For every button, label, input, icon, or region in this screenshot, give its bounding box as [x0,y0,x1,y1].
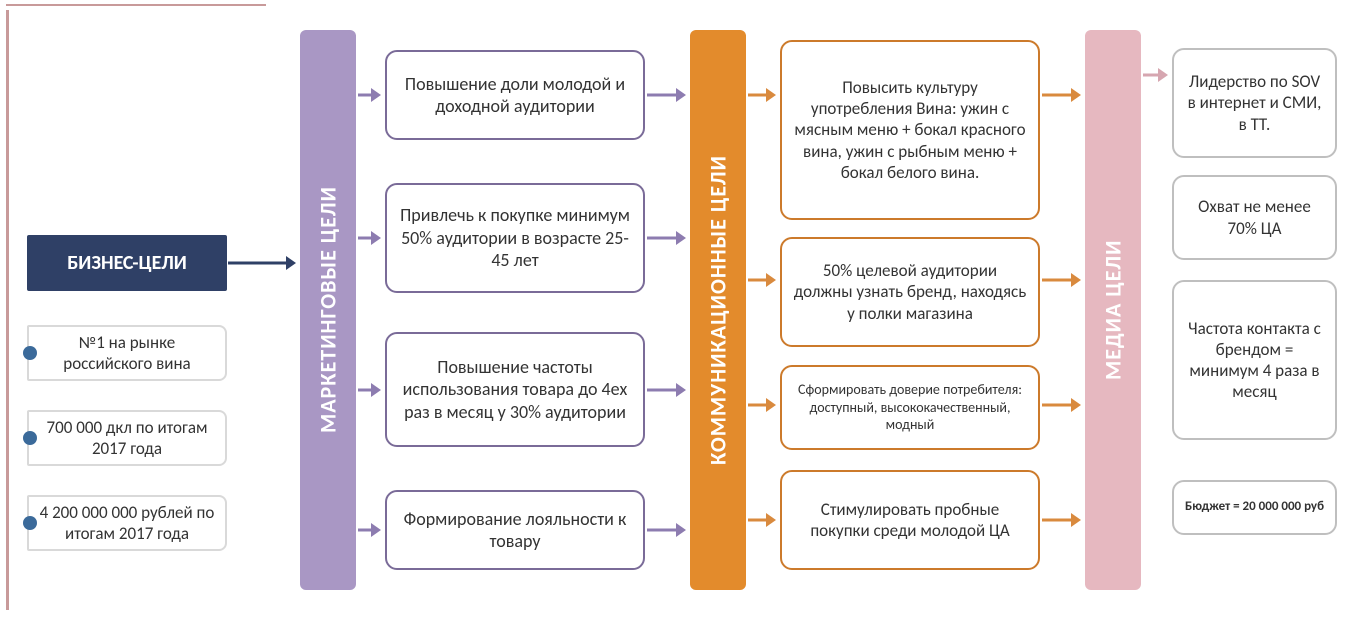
comm-box-2: Сформировать доверие потребителя: доступ… [780,365,1040,450]
pillar-marketing: МАРКЕТИНГОВЫЕ ЦЕЛИ [300,30,356,590]
media-box-0: Лидерство по SOV в интернет и СМИ, в ТТ. [1172,48,1337,158]
marketing-box-3: Формирование лояльности к товару [385,490,645,570]
marketing-box-2: Повышение частоты использования товара д… [385,332,645,447]
bullet-icon [23,346,37,360]
business-sub-1: 700 000 дкл по итогам 2017 года [27,410,227,466]
comm-box-3: Стимулировать пробные покупки среди моло… [780,470,1040,570]
marketing-box-0: Повышение доли молодой и доходной аудито… [385,50,645,140]
pillar-media: МЕДИА ЦЕЛИ [1085,30,1141,590]
pillar-comm: КОММУНИКАЦИОННЫЕ ЦЕЛИ [690,30,746,590]
media-box-3: Бюджет = 20 000 000 руб [1172,480,1337,535]
business-title-box: БИЗНЕС-ЦЕЛИ [27,235,227,291]
business-sub-0: №1 на рынке российского вина [27,325,227,381]
bullet-icon [23,431,37,445]
comm-box-1: 50% целевой аудитории должны узнать брен… [780,237,1040,347]
media-box-2: Частота контакта с брендом = минимум 4 р… [1172,280,1337,440]
marketing-box-1: Привлечь к покупке минимум 50% аудитории… [385,183,645,293]
comm-box-0: Повысить культуру употребления Вина: ужи… [780,40,1040,220]
media-box-1: Охват не менее 70% ЦА [1172,175,1337,260]
business-sub-2: 4 200 000 000 рублей по итогам 2017 года [27,495,227,551]
bullet-icon [23,516,37,530]
